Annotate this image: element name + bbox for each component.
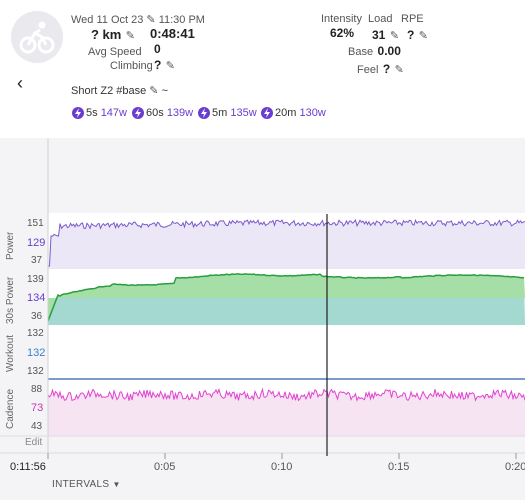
peak-watts: 135w <box>230 107 257 119</box>
power30-track <box>47 269 525 325</box>
edit-pencil-icon[interactable]: ✎ <box>146 14 156 26</box>
activity-datetime[interactable]: Wed 11 Oct 23 ✎ 11:30 PM <box>71 13 205 26</box>
edit-pencil-icon[interactable]: ✎ <box>125 30 136 42</box>
power-min: 37 <box>31 255 43 266</box>
duration-value: 0:48:41 <box>150 26 195 41</box>
lightning-icon <box>132 107 144 120</box>
peak-5m[interactable]: 5m 135w <box>198 107 257 120</box>
activity-tilde: ~ <box>161 85 169 97</box>
lightning-icon <box>72 107 84 120</box>
peak-20m[interactable]: 20m 130w <box>261 107 326 120</box>
peak-60s[interactable]: 60s 139w <box>132 107 194 120</box>
lightning-icon <box>261 107 273 120</box>
climbing-label: Climbing <box>110 60 153 72</box>
distance-field[interactable]: ? km ✎ <box>91 26 135 44</box>
workout-track <box>48 325 525 380</box>
workout-track-label: Workout <box>5 334 16 372</box>
tick-label: 0:05 <box>154 461 176 473</box>
rpe-label: RPE <box>401 13 424 25</box>
activity-name-row[interactable]: Short Z2 #base ✎ ~ <box>71 84 168 97</box>
cadence-line <box>47 387 525 402</box>
rpe-value: ? <box>407 28 415 42</box>
edit-pencil-icon[interactable]: ✎ <box>389 30 400 42</box>
peak-duration: 5s <box>86 107 98 119</box>
tick-label: 0:15 <box>388 461 410 473</box>
edit-tracks-link[interactable]: Edit <box>25 437 43 448</box>
avg-speed-row: Avg Speed <box>88 42 142 60</box>
feel-value: ? <box>382 62 391 76</box>
avg-speed-value: 0 <box>154 42 161 56</box>
cadence-track-label: Cadence <box>5 388 16 429</box>
cadence-track <box>47 380 525 436</box>
power-avg: 129 <box>27 237 46 249</box>
intervals-label: INTERVALS <box>52 479 110 490</box>
bicycle-icon <box>19 21 55 54</box>
climbing-field[interactable]: ? ✎ <box>154 56 175 74</box>
intervals-dropdown[interactable]: INTERVALS ▼ <box>52 479 121 490</box>
power-track-label: Power <box>5 231 16 260</box>
power-track <box>48 213 525 269</box>
peak-5s[interactable]: 5s 147w <box>72 107 127 120</box>
power-area <box>48 220 525 269</box>
power30-min: 36 <box>31 311 43 322</box>
feel-field[interactable]: Feel ? ✎ <box>357 60 404 78</box>
chart-canvas[interactable] <box>0 138 525 500</box>
power30-avg: 134 <box>27 292 46 304</box>
peak-duration: 60s <box>146 107 164 119</box>
back-arrow-icon[interactable]: ‹ <box>17 73 23 93</box>
workout-max: 132 <box>27 328 44 339</box>
edit-pencil-icon[interactable]: ✎ <box>149 85 159 97</box>
peak-duration: 5m <box>212 107 228 119</box>
distance-value: ? km <box>91 27 122 42</box>
peak-watts: 147w <box>100 107 127 119</box>
base-value: 0.00 <box>377 44 401 58</box>
activity-tag: #base <box>116 85 147 97</box>
rpe-field[interactable]: ? ✎ <box>407 26 428 44</box>
edit-pencil-icon[interactable]: ✎ <box>165 60 176 72</box>
activity-avatar <box>11 11 63 63</box>
power30-track-label: 30s Power <box>5 276 16 324</box>
activity-date: Wed 11 Oct 23 <box>71 14 144 26</box>
intensity-label: Intensity <box>321 13 362 25</box>
feel-label: Feel <box>357 64 379 76</box>
edit-pencil-icon[interactable]: ✎ <box>394 64 404 76</box>
power-max: 151 <box>27 218 44 229</box>
cadence-area <box>48 389 525 436</box>
load-value: 31 <box>372 28 386 42</box>
load-label: Load <box>368 13 393 25</box>
tick-label: 0:10 <box>271 461 293 473</box>
activity-name: Short Z2 <box>71 85 114 97</box>
cadence-avg: 73 <box>31 402 44 414</box>
peak-watts: 130w <box>299 107 326 119</box>
intensity-value: 62% <box>330 26 355 40</box>
edit-pencil-icon[interactable]: ✎ <box>418 30 429 42</box>
workout-avg: 132 <box>27 347 46 359</box>
cadence-max: 88 <box>31 384 43 395</box>
peak-watts: 139w <box>166 107 194 119</box>
base-label: Base <box>348 46 374 58</box>
lightning-icon <box>198 107 210 120</box>
activity-chart[interactable]: Power 151 129 37 30s Power 139 134 36 Wo… <box>0 138 525 500</box>
climbing-value: ? <box>154 58 162 72</box>
cursor-time: 0:11:56 <box>10 461 46 473</box>
peak-duration: 20m <box>275 107 297 119</box>
power30-area-top <box>48 273 525 321</box>
cadence-min: 43 <box>31 421 43 432</box>
climbing-row: Climbing <box>110 56 153 74</box>
activity-time: 11:30 PM <box>158 14 205 26</box>
caret-down-icon: ▼ <box>112 480 121 489</box>
avg-speed-label: Avg Speed <box>88 46 142 58</box>
power30-line <box>47 273 525 322</box>
tick-label: 0:20 <box>505 461 525 473</box>
power30-max: 139 <box>27 274 44 285</box>
load-field[interactable]: 31 ✎ <box>372 26 399 44</box>
power-line <box>48 218 525 267</box>
workout-min: 132 <box>27 366 44 377</box>
activity-header: Wed 11 Oct 23 ✎ 11:30 PM ? km ✎ 0:48:41 … <box>0 0 525 139</box>
base-row: Base 0.00 <box>348 42 401 60</box>
